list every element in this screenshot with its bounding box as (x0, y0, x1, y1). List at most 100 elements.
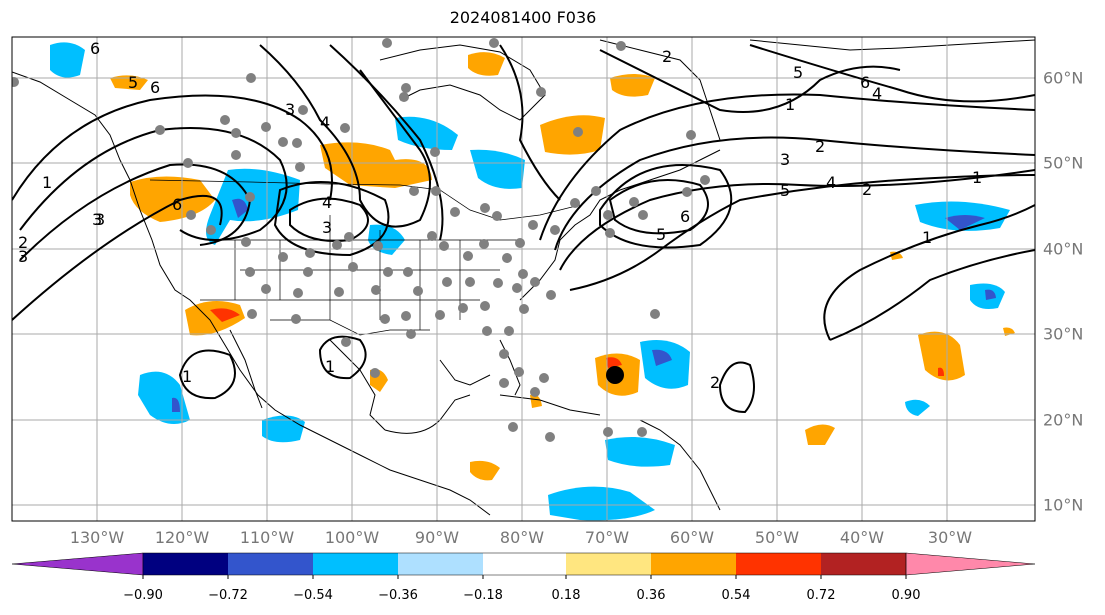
anomaly-patch-negative (262, 415, 305, 443)
contour-label: 5 (793, 63, 803, 82)
contour-label: 6 (172, 195, 182, 214)
colorbar-segment (651, 553, 736, 575)
contour-label: 1 (972, 168, 982, 187)
contour-label: 6 (150, 78, 160, 97)
anomaly-patch-negative (605, 436, 675, 467)
contour-label: 2 (710, 373, 720, 392)
map-frame (11, 36, 1036, 522)
map-background (12, 37, 1035, 521)
anomaly-patch-positive (110, 75, 148, 90)
anomaly-patch-positive (805, 424, 835, 445)
colorbar-extend-high (905, 552, 1036, 576)
contour-label: 6 (90, 39, 100, 58)
colorbar-segment (483, 553, 568, 575)
storm-marker (606, 366, 624, 384)
contour-label: 5 (656, 225, 666, 244)
lon-label: 130°W (69, 528, 125, 547)
contour-label: 4 (872, 84, 882, 103)
anomaly-patch-strong-positive (938, 367, 944, 376)
contour-label: 1 (785, 95, 795, 114)
contour-label: 3 (322, 218, 332, 237)
lon-label: 40°W (839, 528, 885, 547)
anomaly-patch-positive (530, 394, 542, 408)
colorbar-segment (566, 553, 651, 575)
contour-label: 5 (128, 73, 138, 92)
anomaly-patch-negative (206, 168, 300, 245)
lon-label: 120°W (154, 528, 210, 547)
colorbar-tick-label: 0.90 (891, 588, 921, 603)
anomaly-patch-strong-positive (606, 357, 622, 368)
contour-label: 1 (922, 228, 932, 247)
lon-label: 80°W (499, 528, 545, 547)
contour-label: 3 (95, 210, 105, 229)
anomaly-patch-strong-negative (232, 198, 248, 218)
contour-label: 2 (862, 180, 872, 199)
anomaly-patch-positive (918, 331, 965, 381)
lat-label: 50°N (1043, 153, 1084, 173)
colorbar-segment (143, 553, 228, 575)
contour-label: 4 (320, 113, 330, 132)
colorbar (11, 552, 1036, 579)
anomaly-patch-positive (468, 52, 505, 76)
lon-label: 50°W (754, 528, 800, 547)
anomaly-patch-negative (640, 339, 690, 389)
contour-label: 6 (860, 73, 870, 92)
contour-label: 2 (662, 47, 672, 66)
colorbar-tick-label: 0.54 (721, 588, 751, 603)
lon-label: 110°W (239, 528, 295, 547)
anomaly-patch-positive (130, 176, 215, 222)
colorbar-segment (821, 553, 906, 575)
contour-labels: 6 2 5 6 4 1 3 4 6 5 1 3 2 4 3 5 1 6 2 3 … (18, 39, 982, 392)
colorbar-segment (228, 553, 313, 575)
contour-lines (12, 44, 1035, 414)
anomaly-patch-negative (50, 42, 85, 78)
anomaly-patch-negative (395, 116, 458, 150)
contour-label: 2 (815, 137, 825, 156)
lat-label: 60°N (1043, 68, 1084, 88)
colorbar-tick-label: 0.36 (636, 588, 666, 603)
contour-label: 2 (18, 233, 28, 252)
colorbar-tick-label: −0.90 (123, 588, 163, 603)
lat-label: 40°N (1043, 239, 1084, 259)
anomaly-patch-negative (548, 486, 655, 521)
colorbar-extend-low (11, 552, 144, 576)
anomaly-patch-positive (320, 142, 432, 188)
contour-label: 5 (780, 181, 790, 200)
station-markers (12, 38, 710, 442)
contour-label: 6 (680, 207, 690, 226)
contour-label: 3 (92, 210, 102, 229)
contour-label: 1 (42, 173, 52, 192)
lat-label: 10°N (1043, 495, 1084, 515)
coastlines (12, 39, 1035, 516)
map-title: 2024081400 F036 (449, 8, 597, 27)
colorbar-segment (398, 553, 483, 575)
lat-label: 20°N (1043, 410, 1084, 430)
contour-label: 1 (182, 367, 192, 386)
anomaly-patch-positive (470, 460, 500, 481)
colorbar-segment (736, 553, 821, 575)
contour-label: 3 (18, 247, 28, 266)
lon-label: 90°W (414, 528, 460, 547)
colorbar-tick-label: −0.18 (463, 588, 503, 603)
colorbar-tick-label: 0.18 (551, 588, 581, 603)
lon-label: 100°W (324, 528, 380, 547)
colorbar-segment (313, 553, 398, 575)
colorbar-tick-label: −0.72 (208, 588, 248, 603)
anomaly-shading (50, 42, 1015, 521)
lat-label: 30°N (1043, 324, 1084, 344)
lon-label: 70°W (584, 528, 630, 547)
anomaly-patch-strong-negative (652, 349, 672, 366)
anomaly-patch-positive (610, 74, 655, 97)
anomaly-patch-negative (470, 149, 525, 189)
anomaly-patch-strong-negative (985, 289, 996, 300)
contour-label: 1 (325, 357, 335, 376)
colorbar-tick-label: −0.36 (378, 588, 418, 603)
lon-label: 60°W (669, 528, 715, 547)
contour-label: 3 (285, 100, 295, 119)
anomaly-patch-positive (540, 115, 605, 155)
colorbar-tick-label: −0.54 (293, 588, 333, 603)
anomaly-patch-strong-negative (172, 397, 180, 412)
lon-label: 30°W (927, 528, 973, 547)
anomaly-patch-strong-negative (945, 215, 985, 230)
